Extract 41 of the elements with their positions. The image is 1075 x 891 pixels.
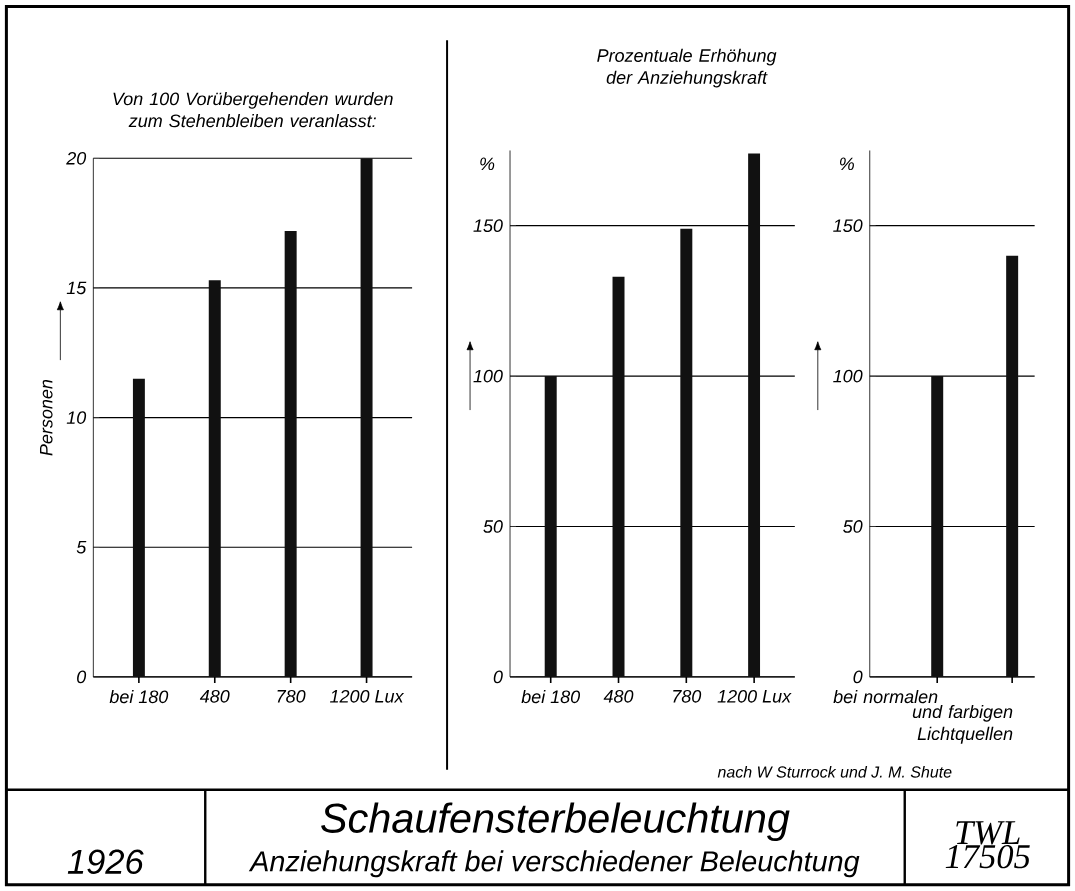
y-tick-label: 0 [77,670,87,684]
x-tick-label: 780 [673,689,702,703]
text: Schaufensterbeleuchtung [321,802,790,842]
x-tick-label: bei normalen [833,689,938,704]
y-axis-title: % [480,157,495,171]
text: 1926 [67,849,144,874]
x-tick-label: 480 [603,689,634,703]
chart-title: Von 100 Vorübergehenden wurden zum Stehenbleiben veranlasst: [113,91,393,128]
text: Anziehungskraft bei verschiedener Beleuchtung [248,850,860,878]
x-tick-label: bei 180 [109,689,169,704]
y-tick-label: 100 [833,369,863,383]
y-tick-label: 0 [853,670,863,684]
y-tick-label: 50 [843,520,863,533]
y-tick-label: 100 [473,369,503,383]
y-tick-label: 10 [66,411,87,424]
x-tick-label: 480 [199,689,230,703]
bar [748,153,761,677]
x-tick-label: 1200 Lux [717,689,792,703]
bar [612,276,625,677]
y-tick-label: 150 [833,219,863,232]
x-tick-label: 1200 Lux [330,689,405,703]
y-tick-label: 150 [473,219,503,232]
bar [284,230,297,677]
x-tick-label: 780 [277,689,306,703]
text: nach W Sturrock und J. M. Shute [717,765,952,778]
y-tick-label: 15 [66,281,87,295]
x-tick-label: bei 180 [521,689,581,704]
y-axis-title: % [840,157,854,171]
bar [680,228,693,677]
y-tick-label: 50 [483,520,503,533]
bar [360,158,373,677]
bar [132,378,145,677]
y-tick-label: 5 [76,540,87,554]
bar [544,376,557,677]
y-tick-label: 20 [66,151,87,165]
bar [208,280,221,677]
chart-title: Prozentuale Erhöhung der Anziehungskraft [597,48,777,88]
x-tick-label: und farbigen Lichtquellen [912,704,1013,744]
y-tick-label: 0 [493,670,503,684]
y-axis-title: Personen [39,379,53,456]
text: TWL 17505 [945,821,1030,869]
